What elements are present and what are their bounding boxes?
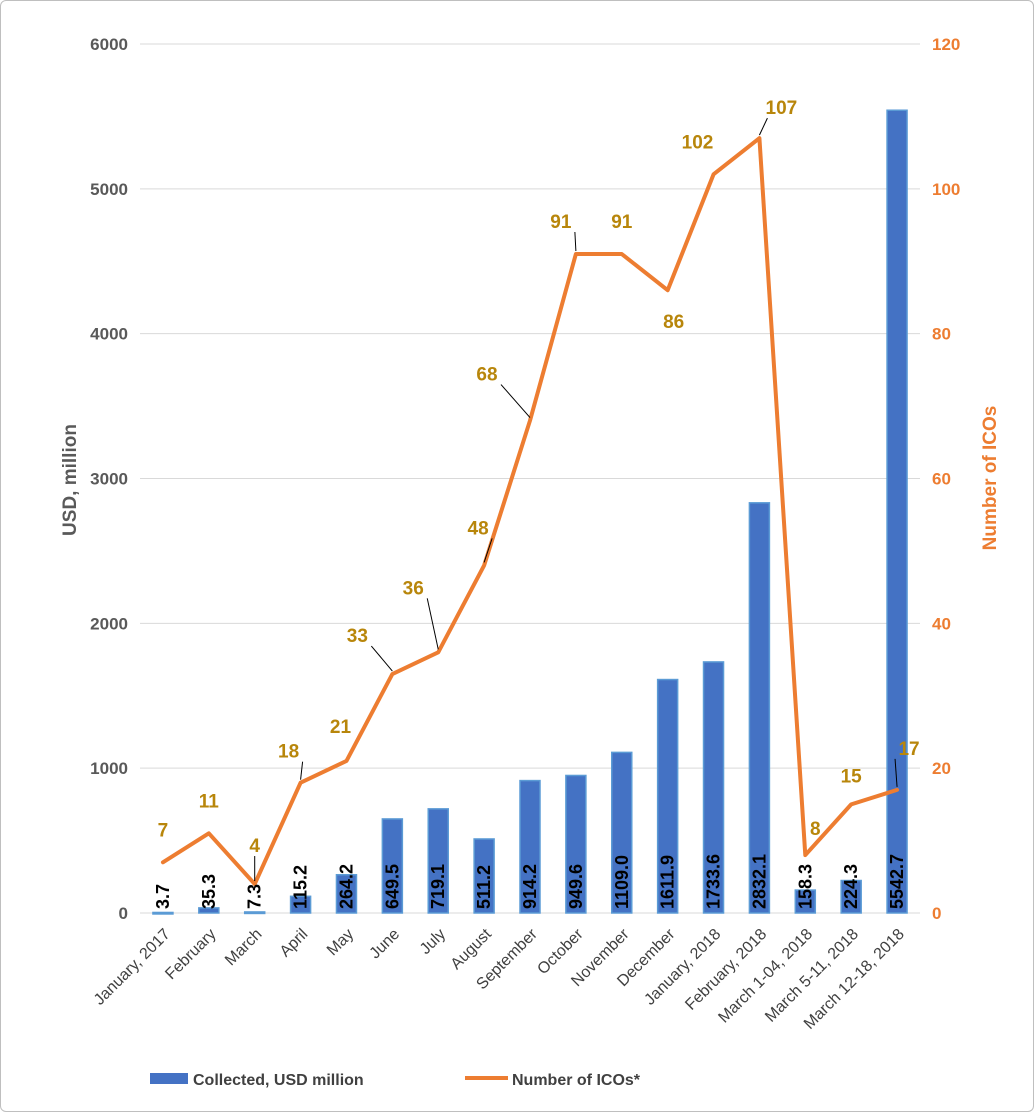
bar-value-label: 1733.6 (704, 854, 724, 909)
line-value-label: 36 (403, 578, 424, 599)
bar-value-label: 719.1 (428, 864, 448, 909)
bar (748, 502, 771, 914)
line-value-label: 91 (550, 212, 572, 233)
bar-value-label: 224.3 (841, 864, 861, 909)
right-tick-label: 0 (932, 904, 941, 923)
legend-line-label: Number of ICOs* (512, 1072, 641, 1089)
bar (886, 109, 908, 914)
gridlines (140, 43, 920, 914)
category-label: July (417, 926, 449, 958)
bar-value-label: 158.3 (795, 864, 815, 909)
bar (473, 838, 495, 914)
left-tick-label: 2000 (90, 614, 128, 633)
line-value-label: 11 (199, 791, 220, 812)
left-axis-title: USD, million (60, 424, 81, 536)
line-value-label: 7 (158, 820, 169, 841)
bar-value-label: 115.2 (291, 865, 311, 909)
right-tick-label: 40 (932, 614, 951, 633)
bar-value-label: 649.5 (382, 864, 402, 909)
line-value-label: 68 (476, 365, 497, 386)
bar-value-label: 35.3 (199, 874, 219, 909)
legend: Collected, USD million Number of ICOs* (150, 1072, 641, 1089)
bar-value-label: 264.2 (336, 864, 356, 909)
line-value-label: 18 (278, 742, 299, 763)
category-label: January, 2017 (91, 926, 174, 1009)
bar (427, 808, 449, 914)
category-label: May (324, 926, 357, 959)
line-data-labels: 7 11 4 18 21 33 36 48 68 91 91 86 102 107 8 15 17 (158, 98, 920, 857)
leader-line (894, 758, 898, 787)
category-label: March (222, 926, 265, 969)
bar-value-label: 5542.7 (887, 854, 907, 909)
category-label: February, 2018 (682, 926, 770, 1014)
leader-line (500, 384, 531, 418)
bar-data-labels: 3.7 35.3 7.3 115.2 264.2 649.5 719.1 511.2 914.2… (153, 854, 907, 909)
bar-value-label: 511.2 (474, 865, 494, 909)
left-tick-label: 0 (119, 904, 128, 923)
right-tick-label: 100 (932, 180, 960, 199)
line-value-label: 86 (663, 312, 684, 333)
line-value-label: 4 (249, 836, 260, 857)
legend-bar-label: Collected, USD million (193, 1072, 364, 1089)
line-value-label: 17 (898, 739, 919, 760)
leader-line (483, 538, 493, 563)
category-label: June (367, 926, 404, 963)
bar (565, 774, 587, 914)
bar (152, 911, 174, 915)
right-axis-title: Number of ICOs (980, 406, 1001, 551)
ico-count-line (160, 136, 900, 887)
line-value-label: 21 (330, 717, 352, 738)
category-label: April (277, 926, 312, 961)
bar (335, 873, 358, 914)
left-tick-label: 4000 (90, 325, 128, 344)
bar (381, 818, 404, 914)
leader-line (758, 117, 768, 136)
leader-line (370, 645, 393, 672)
bar-value-label: 914.2 (520, 864, 540, 909)
bar-value-label: 3.7 (153, 884, 173, 909)
line-value-label: 102 (682, 132, 714, 153)
leader-lines (254, 117, 898, 882)
left-tick-label: 6000 (90, 35, 128, 54)
bar (519, 779, 541, 914)
right-tick-label: 120 (932, 35, 960, 54)
left-axis-ticks: 0 1000 2000 3000 4000 5000 6000 (90, 35, 128, 923)
left-tick-label: 3000 (90, 470, 128, 489)
bar (702, 661, 725, 914)
right-tick-label: 20 (932, 759, 951, 778)
bar (794, 889, 817, 914)
leader-line (426, 598, 439, 650)
right-tick-label: 60 (932, 470, 951, 489)
line-value-label: 91 (611, 212, 633, 233)
bar-value-label: 2832.1 (749, 854, 769, 909)
bar-value-label: 1611.9 (658, 855, 678, 909)
category-label: February (162, 926, 219, 983)
line-value-label: 107 (766, 98, 798, 119)
bar (198, 907, 220, 914)
left-tick-label: 5000 (90, 180, 128, 199)
bar (611, 751, 633, 914)
bar-value-label: 1109.0 (612, 855, 632, 909)
leader-line (300, 761, 304, 780)
leader-line (574, 231, 577, 252)
right-axis-ticks: 0 20 40 60 80 100 120 (932, 35, 960, 923)
bar (656, 678, 679, 914)
left-tick-label: 1000 (90, 759, 128, 778)
line-value-label: 33 (347, 626, 368, 647)
bar-series (152, 109, 908, 915)
line-value-label: 48 (468, 518, 489, 539)
line-series (160, 136, 900, 887)
bar-value-label: 949.6 (566, 864, 586, 909)
right-tick-label: 80 (932, 325, 951, 344)
legend-bar-swatch (150, 1073, 188, 1084)
bar (840, 879, 862, 914)
bar-value-label: 7.3 (245, 884, 265, 909)
line-value-label: 15 (841, 766, 863, 787)
bar (243, 911, 266, 915)
line-value-label: 8 (810, 819, 821, 840)
bar (289, 895, 312, 914)
